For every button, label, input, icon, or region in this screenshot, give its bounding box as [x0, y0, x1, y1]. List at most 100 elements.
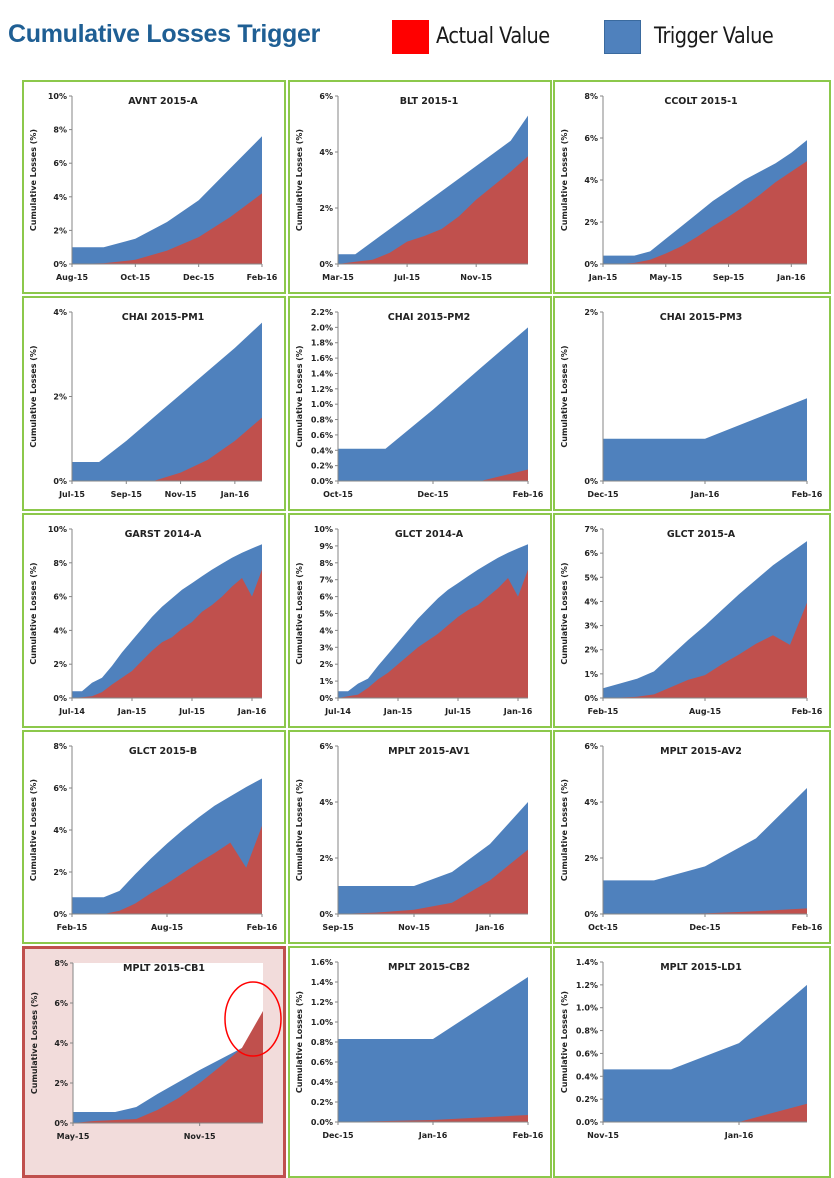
x-tick-label: Oct-15	[323, 490, 353, 499]
y-tick-label: 7%	[584, 525, 598, 534]
y-axis-title: Cumulative Losses (%)	[560, 345, 569, 447]
y-tick-label: 4%	[53, 308, 67, 317]
x-tick-label: Dec-15	[689, 923, 721, 932]
y-tick-label: 5%	[584, 573, 598, 582]
y-tick-label: 4%	[53, 626, 67, 635]
y-tick-label: 0.2%	[311, 462, 333, 471]
chart-title: MPLT 2015-AV1	[388, 746, 470, 757]
y-tick-label: 1%	[584, 670, 598, 679]
x-tick-label: Oct-15	[120, 273, 150, 282]
x-tick-label: Nov-15	[587, 1131, 619, 1140]
y-tick-label: 4%	[584, 176, 598, 185]
y-axis-title: Cumulative Losses (%)	[295, 129, 304, 231]
x-tick-label: Aug-15	[689, 707, 722, 716]
y-axis-title: Cumulative Losses (%)	[560, 779, 569, 881]
x-tick-label: Feb-16	[247, 273, 278, 282]
actual-value-area	[603, 908, 807, 914]
y-axis-title: Cumulative Losses (%)	[29, 345, 38, 447]
y-tick-label: 1.6%	[311, 958, 333, 967]
x-tick-label: Jul-15	[178, 707, 205, 716]
x-tick-label: Sep-15	[111, 490, 143, 499]
chart-title: GLCT 2015-B	[129, 746, 197, 757]
actual-value-area	[603, 602, 807, 698]
x-tick-label: Jul-15	[444, 707, 471, 716]
chart-title: GARST 2014-A	[125, 529, 202, 540]
y-tick-label: 4%	[53, 193, 67, 202]
area-chart: 0% 2% 4% 6% 8% Feb-15 Aug-15 Feb-16 Cumulative L…	[29, 742, 278, 932]
breach-highlight-circle	[224, 981, 282, 1057]
y-tick-label: 0.8%	[311, 1038, 333, 1047]
y-tick-label: 4%	[319, 798, 333, 807]
legend-label-trigger: Trigger Value	[654, 24, 774, 49]
trigger-value-area	[603, 788, 807, 914]
area-chart: 0% 2% 4% 6% Mar-15 Jul-15 Nov-15 Cumulative Los…	[295, 92, 528, 282]
actual-value-area	[73, 1011, 263, 1123]
y-axis-title: Cumulative Losses (%)	[295, 991, 304, 1093]
area-chart: 0% 2% 4% 6% 8% 10% Jul-14 Jan-15 Jul-15 Jan-16 Cum…	[29, 525, 267, 716]
x-tick-label: Dec-15	[587, 490, 619, 499]
y-tick-label: 7%	[319, 576, 333, 585]
y-axis-title: Cumulative Losses (%)	[295, 562, 304, 664]
y-tick-label: 8%	[53, 742, 67, 751]
y-tick-label: 6%	[53, 784, 67, 793]
y-tick-label: 0%	[584, 694, 598, 703]
y-tick-label: 0.0%	[311, 477, 333, 486]
chart-title: AVNT 2015-A	[128, 96, 198, 107]
x-tick-label: Nov-15	[460, 273, 492, 282]
area-chart: 0% 1% 2% 3% 4% 5% 6% 7% 8% 9% 10% Jul-14 Jan-15 Jul-1…	[295, 525, 533, 716]
y-tick-label: 4%	[319, 626, 333, 635]
chart-panel-ccolt-2015-1: 0% 2% 4% 6% 8% Jan-15 May-15 Sep-15 Jan-16 Cumula…	[553, 80, 831, 294]
x-tick-label: Jan-16	[690, 490, 720, 499]
y-tick-label: 0.8%	[311, 416, 333, 425]
y-tick-label: 6%	[319, 742, 333, 751]
area-chart: 0.0% 0.2% 0.4% 0.6% 0.8% 1.0% 1.2% 1.4% 1.6% 1.8%…	[295, 308, 544, 499]
y-tick-label: 1.6%	[311, 354, 333, 363]
y-tick-label: 2%	[584, 646, 598, 655]
actual-value-area	[72, 569, 262, 698]
chart-title: MPLT 2015-CB2	[388, 962, 470, 973]
chart-panel-mplt-2015-ld1: 0.0% 0.2% 0.4% 0.6% 0.8% 1.0% 1.2% 1.4% Nov-15 Ja…	[553, 946, 831, 1178]
y-tick-label: 2%	[53, 393, 67, 402]
x-tick-label: Feb-16	[247, 923, 278, 932]
y-tick-label: 6%	[319, 92, 333, 101]
y-tick-label: 1.0%	[311, 400, 333, 409]
x-tick-label: Sep-15	[322, 923, 354, 932]
chart-panel-chai-2015-pm3: 0% 2% Dec-15 Jan-16 Feb-16 Cumulative Losses …	[553, 296, 831, 511]
y-tick-label: 2%	[53, 226, 67, 235]
y-tick-label: 1.2%	[311, 385, 333, 394]
trigger-value-area	[72, 322, 262, 481]
chart-panel-glct-2014-a: 0% 1% 2% 3% 4% 5% 6% 7% 8% 9% 10% Jul-14 Jan-15 Jul-1…	[288, 513, 552, 728]
area-chart: 0.0% 0.2% 0.4% 0.6% 0.8% 1.0% 1.2% 1.4% 1.6% Dec-…	[295, 958, 544, 1140]
chart-title: BLT 2015-1	[400, 96, 459, 107]
y-tick-label: 4%	[54, 1039, 68, 1048]
y-tick-label: 1.8%	[311, 339, 333, 348]
x-tick-label: Nov-15	[398, 923, 430, 932]
area-chart: 0% 2% 4% 6% Sep-15 Nov-15 Jan-16 Cumulative Los…	[295, 742, 528, 932]
y-tick-label: 0.4%	[311, 1078, 333, 1087]
x-tick-label: Jan-16	[503, 707, 533, 716]
y-tick-label: 4%	[53, 826, 67, 835]
y-tick-label: 1%	[319, 677, 333, 686]
x-tick-label: Feb-15	[588, 707, 619, 716]
y-tick-label: 0.6%	[311, 1058, 333, 1067]
trigger-value-area	[338, 327, 528, 481]
x-tick-label: Feb-16	[513, 490, 544, 499]
x-tick-label: Dec-15	[183, 273, 215, 282]
y-tick-label: 8%	[53, 126, 67, 135]
area-chart: 0% 2% 4% Jul-15 Sep-15 Nov-15 Jan-16 Cumulative…	[29, 308, 262, 499]
chart-panel-mplt-2015-av2: 0% 2% 4% 6% Oct-15 Dec-15 Feb-16 Cumulative Los…	[553, 730, 831, 944]
y-tick-label: 2%	[53, 660, 67, 669]
chart-panel-mplt-2015-cb2: 0.0% 0.2% 0.4% 0.6% 0.8% 1.0% 1.2% 1.4% 1.6% Dec-…	[288, 946, 552, 1178]
y-tick-label: 0.6%	[576, 1049, 598, 1058]
y-tick-label: 6%	[53, 159, 67, 168]
actual-value-area	[72, 825, 262, 914]
x-tick-label: Jan-15	[588, 273, 618, 282]
y-tick-label: 0.0%	[576, 1118, 598, 1127]
x-tick-label: Dec-15	[417, 490, 449, 499]
y-tick-label: 0.2%	[311, 1098, 333, 1107]
actual-value-area	[338, 156, 528, 264]
y-tick-label: 1.2%	[576, 981, 598, 990]
chart-panel-chai-2015-pm2: 0.0% 0.2% 0.4% 0.6% 0.8% 1.0% 1.2% 1.4% 1.6% 1.8%…	[288, 296, 552, 511]
y-tick-label: 8%	[54, 959, 68, 968]
x-tick-label: Feb-16	[792, 923, 823, 932]
